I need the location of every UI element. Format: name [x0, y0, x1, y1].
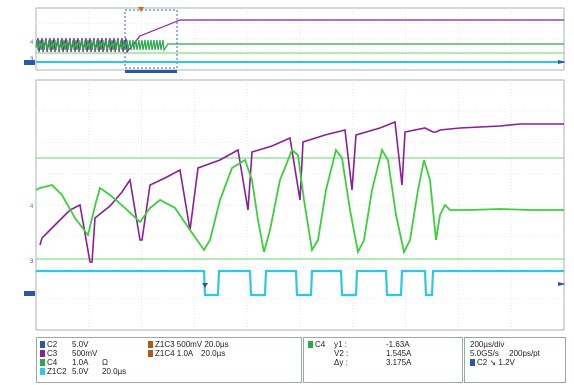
cursor-row-y1-label: y1 :	[334, 340, 347, 349]
ch4-color-swatch	[40, 359, 45, 366]
overview-grid	[36, 8, 564, 70]
z1c2-time: 20.0µs	[102, 367, 127, 376]
zoom-grid	[36, 80, 564, 330]
channel-c2-setting[interactable]: C2 5.0V	[40, 340, 88, 349]
ch3-label: C3	[47, 349, 58, 358]
trigger-channel: C2	[477, 358, 488, 367]
channel-settings-panel	[36, 337, 302, 383]
z1c2-label: Z1C2	[47, 367, 67, 376]
zoom-channel-z1c3-setting[interactable]: Z1C3 500mV 20.0µs	[148, 340, 229, 349]
sample-rate-value: 5.0GS/s	[470, 349, 499, 358]
ch4-scale: 1.0A	[72, 358, 89, 367]
overview-ch4-trace	[35, 39, 564, 52]
z1c2-color-swatch	[40, 368, 45, 375]
z1c3-time: 20.0µs	[204, 340, 229, 349]
z1c2-scale: 5.0V	[72, 367, 89, 376]
zoom-region-bar[interactable]	[125, 70, 177, 73]
zoom-ch2-ground-marker[interactable]	[24, 291, 35, 296]
cursor-channel: C4	[315, 340, 326, 349]
overview-ch4-marker: 4	[30, 40, 34, 46]
cursor-row-v2-value: 1.545A	[386, 349, 412, 358]
channel-c4-setting[interactable]: C4 1.0A Ω	[40, 358, 108, 367]
overview-ch2-ground-marker[interactable]	[24, 60, 35, 65]
z1c4-color-swatch	[148, 350, 153, 357]
cursor-row-y1-value: -1.63A	[386, 340, 410, 349]
z1c4-time: 20.0µs	[201, 349, 226, 358]
zoom-ch2-trace	[36, 269, 564, 297]
cursor-channel-swatch	[308, 341, 313, 348]
overview-window: 4 3	[24, 7, 566, 73]
trigger-slope-icon: ↘	[489, 358, 497, 367]
ch4-unit: Ω	[102, 358, 108, 367]
timebase-horizontal[interactable]: 200µs/div	[470, 340, 505, 349]
z1c3-scale: 500mV	[176, 340, 203, 349]
zoom-ch3-marker: 3	[30, 259, 34, 265]
zoom-ch4-trace	[35, 147, 564, 255]
z1c4-scale: 1.0A	[176, 349, 193, 358]
trigger-position-marker[interactable]	[138, 7, 144, 12]
channel-z1c2-setting[interactable]: Z1C2 5.0V 20.0µs	[40, 367, 126, 376]
overview-right-level-marker[interactable]	[558, 60, 566, 64]
cursor-readout[interactable]: C4	[308, 340, 325, 349]
ch3-color-swatch	[40, 350, 45, 357]
cursor-row-dy-label: Δy :	[334, 358, 348, 367]
channel-c3-setting[interactable]: C3 500mV	[40, 349, 97, 358]
timebase-sample-rate[interactable]: 5.0GS/s 200ps/pt	[470, 349, 540, 358]
z1c3-color-swatch	[148, 341, 153, 348]
zoom-window: 4 3	[24, 79, 566, 331]
cursor-row-dy-value: 3.175A	[386, 358, 412, 367]
ch3-scale: 500mV	[72, 349, 98, 358]
zoom-trigger-marker[interactable]	[202, 283, 208, 288]
zoom-region-box[interactable]	[124, 9, 178, 69]
zoom-ch4-marker: 4	[30, 204, 34, 210]
ch2-scale: 5.0V	[72, 340, 89, 349]
trigger-setting[interactable]: C2 ↘ 1.2V	[470, 358, 515, 367]
z1c4-label: Z1C4	[155, 349, 175, 358]
ch2-color-swatch	[40, 341, 45, 348]
ch2-label: C2	[47, 340, 58, 349]
zoom-channel-z1c4-setting[interactable]: Z1C4 1.0A 20.0µs	[148, 349, 225, 358]
trigger-channel-swatch	[470, 359, 475, 366]
trigger-level: 1.2V	[498, 358, 515, 367]
cursor-row-v2-label: V2 :	[334, 349, 349, 358]
zoom-ch3-trace	[39, 120, 564, 263]
z1c3-label: Z1C3	[155, 340, 175, 349]
ch4-label: C4	[47, 358, 58, 367]
resolution-value: 200ps/pt	[509, 349, 540, 358]
cursor-readout-panel	[303, 337, 463, 383]
timebase-panel	[464, 337, 566, 383]
zoom-right-level-marker[interactable]	[558, 282, 566, 286]
